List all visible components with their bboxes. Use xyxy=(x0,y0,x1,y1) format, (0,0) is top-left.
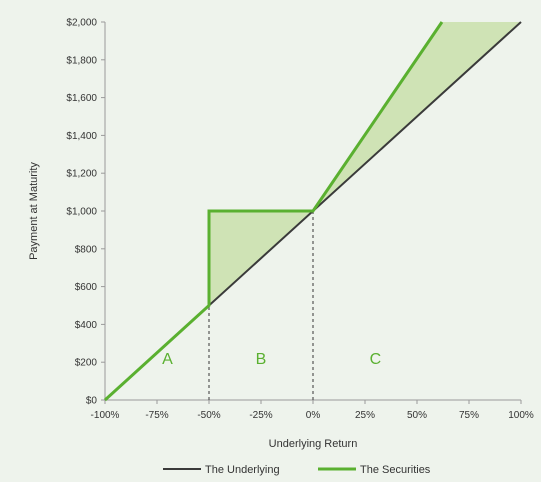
y-tick-label: $800 xyxy=(75,244,98,255)
y-tick-label: $0 xyxy=(86,396,98,407)
x-tick-label: -50% xyxy=(197,410,220,421)
y-tick-label: $2,000 xyxy=(66,18,97,29)
y-axis-title: Payment at Maturity xyxy=(28,162,40,260)
y-tick-label: $1,400 xyxy=(66,131,97,142)
y-tick-label: $200 xyxy=(75,358,98,369)
x-tick-label: -75% xyxy=(145,410,168,421)
x-tick-label: 100% xyxy=(508,410,534,421)
x-tick-label: 25% xyxy=(355,410,375,421)
series-line-2 xyxy=(103,21,444,402)
legend-label-1: The Underlying xyxy=(205,464,280,476)
region-label-b: B xyxy=(256,351,267,368)
x-tick-label: -25% xyxy=(249,410,272,421)
region-label-a: A xyxy=(162,351,173,368)
y-tick-label: $1,200 xyxy=(66,169,97,180)
x-tick-label: 75% xyxy=(459,410,479,421)
x-axis-title: Underlying Return xyxy=(269,438,358,450)
y-tick-label: $1,000 xyxy=(66,207,97,218)
y-tick-label: $400 xyxy=(75,320,98,331)
region-label-c: C xyxy=(370,351,382,368)
x-tick-label: 50% xyxy=(407,410,427,421)
y-tick-label: $1,800 xyxy=(66,55,97,66)
x-tick-label: 0% xyxy=(306,410,321,421)
y-tick-label: $1,600 xyxy=(66,93,97,104)
x-tick-label: -100% xyxy=(91,410,120,421)
y-tick-label: $600 xyxy=(75,282,98,293)
legend-label-2: The Securities xyxy=(360,464,431,476)
